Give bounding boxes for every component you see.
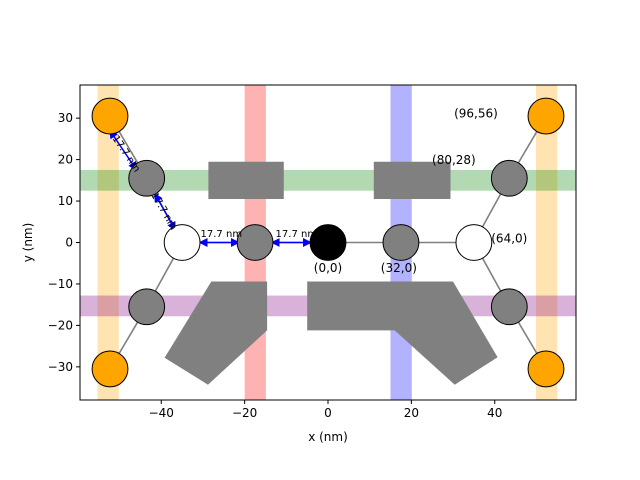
node-point-8 — [236, 224, 274, 261]
x-tick-label-3: 20 — [404, 406, 419, 420]
node-point-9 — [382, 224, 420, 261]
x-tick-label-1: −20 — [232, 406, 257, 420]
point-annotation-0: (0,0) — [314, 261, 342, 275]
y-axis-label: y (nm) — [21, 223, 35, 263]
y-tick-label-4: 10 — [58, 194, 73, 208]
gray-block-5 — [394, 281, 498, 385]
y-tick-label-1: −20 — [48, 318, 73, 332]
node-point-4 — [128, 159, 166, 197]
y-tick-label-6: 30 — [58, 111, 73, 125]
y-tick-label-2: −10 — [48, 277, 73, 291]
node-point-6 — [490, 159, 528, 197]
point-annotation-2: (64,0) — [491, 232, 527, 246]
node-point-7 — [490, 288, 528, 326]
node-point-12 — [309, 224, 347, 261]
point-annotation-1: (32,0) — [381, 261, 417, 275]
node-point-10 — [163, 224, 201, 261]
node-point-3 — [527, 350, 565, 388]
x-tick-label-4: 40 — [487, 406, 502, 420]
point-annotation-3: (80,28) — [432, 153, 476, 167]
y-tick-label-0: −30 — [48, 360, 73, 374]
horizontal-band-4 — [80, 169, 576, 191]
node-point-2 — [527, 97, 565, 135]
x-tick-label-0: −40 — [149, 406, 174, 420]
distance-label-2: 17.7 nm — [201, 229, 243, 240]
x-tick-label-2: 0 — [324, 406, 332, 420]
y-tick-label-5: 20 — [58, 153, 73, 167]
node-point-11 — [455, 224, 493, 261]
x-axis-label: x (nm) — [308, 430, 348, 444]
distance-arrow-1 — [154, 192, 176, 231]
gray-block-3 — [164, 281, 268, 385]
node-point-1 — [91, 350, 129, 388]
node-point-0 — [91, 97, 129, 135]
node-point-5 — [128, 288, 166, 326]
point-annotation-4: (96,56) — [454, 107, 498, 121]
axes: −40 −20 0 20 40 −30 −20 −10 0 10 20 30 — [48, 111, 503, 420]
distance-label-3: 17.7 nm — [276, 229, 318, 240]
gray-block-1 — [373, 161, 451, 199]
gray-block-0 — [208, 161, 284, 199]
distance-arrow-0 — [109, 129, 138, 171]
vertical-band-1 — [535, 85, 558, 400]
y-tick-label-3: 0 — [65, 236, 73, 250]
